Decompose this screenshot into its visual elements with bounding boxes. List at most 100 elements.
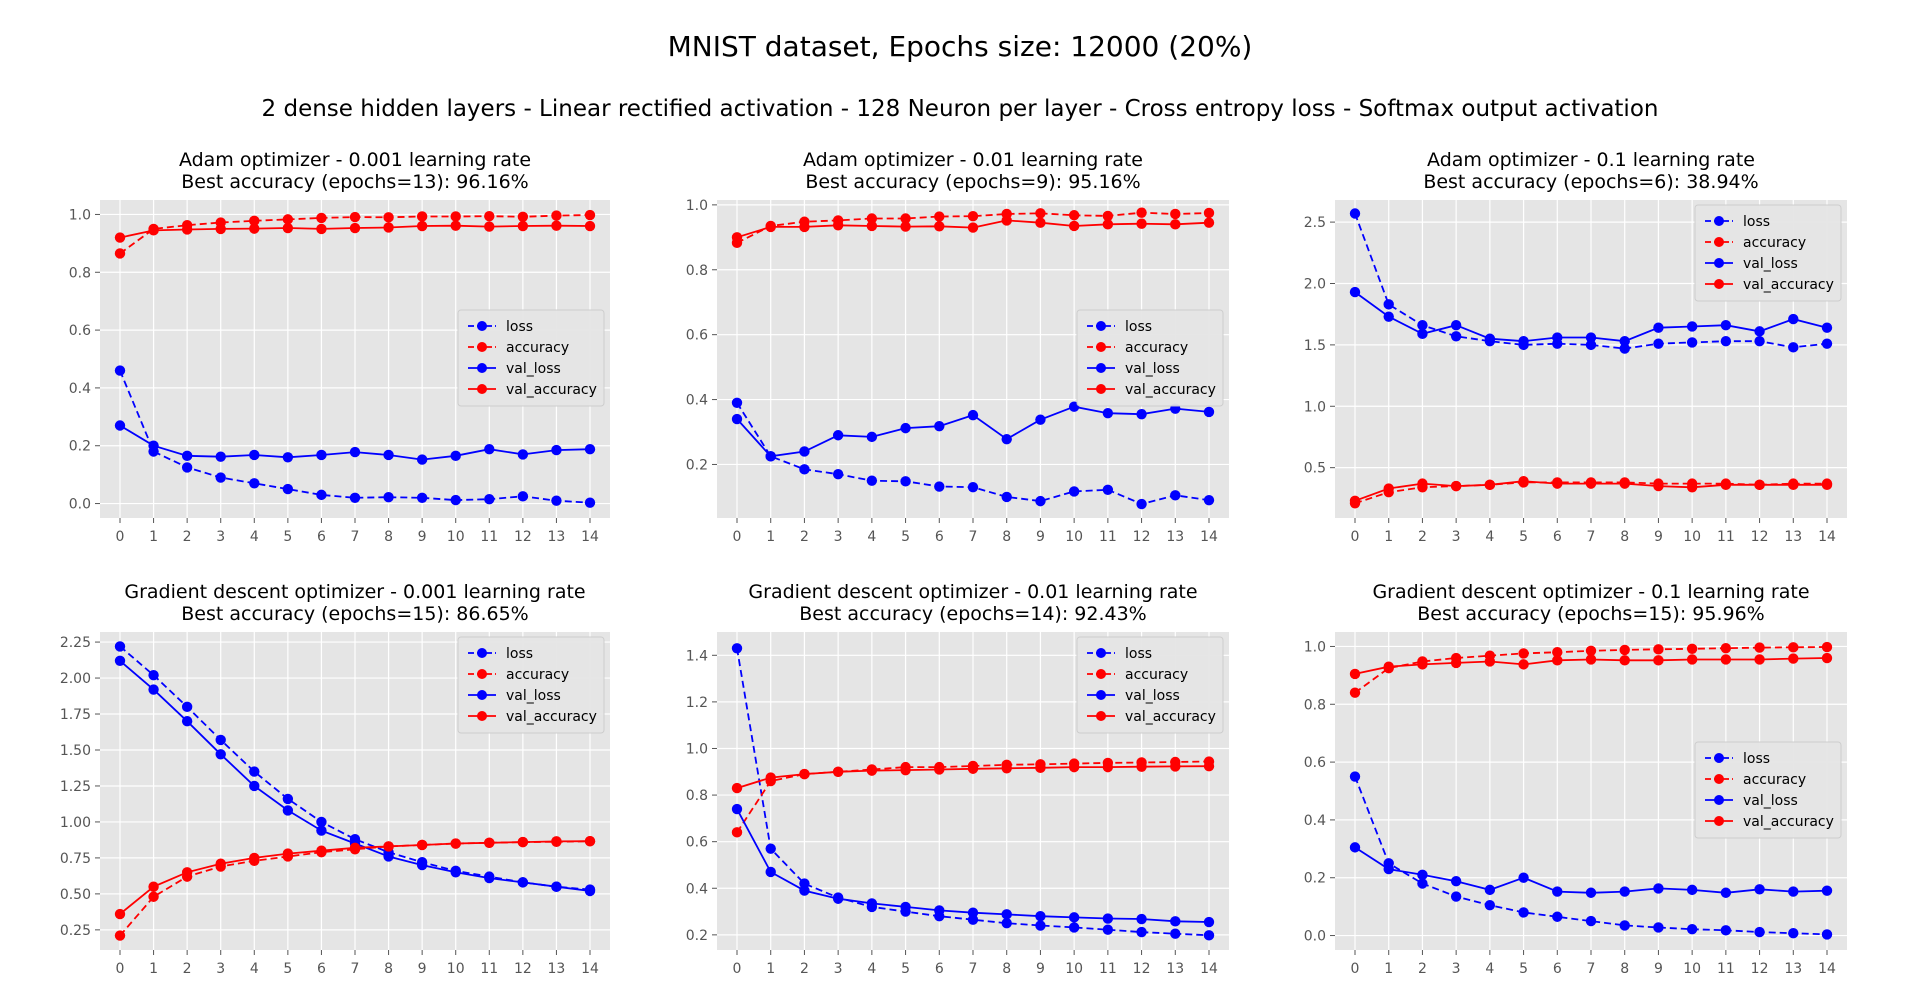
data-point-val_accuracy	[517, 220, 529, 232]
chart-subtitle: Best accuracy (epochs=13): 96.16%	[181, 171, 528, 193]
data-point-loss	[1484, 899, 1496, 911]
y-tick-label: 0.6	[1304, 755, 1326, 771]
x-tick-label: 8	[1620, 961, 1629, 977]
data-point-val_accuracy	[900, 764, 911, 776]
data-point-loss	[1170, 490, 1181, 501]
x-tick-label: 11	[480, 961, 498, 977]
legend-box	[457, 309, 605, 407]
data-point-loss	[832, 468, 844, 480]
data-point-loss	[181, 701, 193, 713]
data-point-val_loss	[450, 867, 461, 878]
legend-marker-val_loss	[1096, 363, 1106, 373]
data-point-loss	[551, 495, 562, 506]
data-point-loss	[1102, 484, 1114, 495]
x-tick-label: 14	[1200, 529, 1218, 545]
data-point-accuracy	[1754, 642, 1765, 653]
data-point-val_accuracy	[484, 221, 495, 232]
x-tick-label: 0	[1351, 529, 1360, 545]
data-point-val_loss	[799, 885, 810, 896]
data-point-val_loss	[1383, 311, 1394, 322]
data-point-val_loss	[1170, 916, 1181, 927]
data-point-loss	[316, 816, 327, 828]
data-point-val_accuracy	[1653, 480, 1664, 492]
data-point-val_accuracy	[148, 881, 159, 892]
data-point-loss	[1102, 924, 1114, 935]
x-tick-label: 3	[834, 961, 843, 977]
y-tick-label: 0.4	[1304, 813, 1326, 829]
chart-panel-1: Adam optimizer - 0.001 learning rateBest…	[69, 149, 610, 545]
data-point-val_loss	[1102, 407, 1114, 419]
legend-marker-loss	[1096, 321, 1106, 331]
legend-label-accuracy: accuracy	[506, 340, 569, 356]
x-tick-label: 9	[418, 961, 427, 977]
legend-label-val_accuracy: val_accuracy	[506, 709, 597, 725]
data-point-loss	[249, 478, 260, 489]
data-point-accuracy	[416, 211, 428, 222]
y-tick-label: 1.0	[686, 741, 708, 757]
x-tick-label: 13	[1784, 529, 1802, 545]
y-tick-label: 1.4	[686, 648, 708, 664]
data-point-accuracy	[1686, 643, 1698, 654]
data-point-val_accuracy	[450, 838, 461, 849]
legend-marker-val_accuracy	[1096, 711, 1106, 721]
data-point-loss	[900, 476, 911, 487]
y-tick-label: 1.5	[1304, 338, 1326, 354]
series-line-accuracy	[736, 211, 1210, 244]
data-point-val_loss	[282, 452, 294, 463]
series-line-accuracy	[1354, 481, 1827, 505]
x-tick-label: 5	[283, 961, 292, 977]
x-tick-label: 3	[1452, 961, 1461, 977]
x-tick-label: 6	[317, 961, 326, 977]
x-tick-label: 12	[1751, 529, 1769, 545]
x-tick-label: 12	[514, 961, 532, 977]
legend-marker-accuracy	[477, 669, 487, 679]
x-tick-label: 7	[351, 961, 360, 977]
data-point-val_accuracy	[1417, 659, 1428, 670]
data-point-val_accuracy	[799, 221, 810, 233]
data-point-val_accuracy	[1484, 479, 1496, 491]
legend-label-val_loss: val_loss	[506, 688, 561, 704]
data-point-val_accuracy	[1136, 218, 1147, 229]
y-tick-label: 0.6	[686, 328, 708, 344]
data-point-loss	[1686, 337, 1698, 348]
data-point-val_accuracy	[1203, 217, 1215, 228]
data-point-loss	[866, 475, 878, 486]
x-tick-label: 7	[969, 961, 978, 977]
x-tick-label: 2	[183, 961, 192, 977]
data-point-val_loss	[1417, 869, 1428, 881]
data-point-loss	[383, 491, 394, 503]
data-point-loss	[114, 365, 126, 376]
data-point-val_accuracy	[1686, 654, 1698, 665]
data-point-loss	[731, 397, 743, 409]
data-point-val_accuracy	[866, 765, 878, 776]
data-point-loss	[1001, 491, 1012, 503]
x-tick-label: 6	[935, 529, 944, 545]
x-tick-label: 3	[1452, 529, 1461, 545]
series-line-loss	[119, 370, 591, 504]
x-tick-label: 11	[1717, 529, 1735, 545]
legend-marker-val_accuracy	[1714, 816, 1724, 826]
data-point-val_loss	[1552, 332, 1563, 343]
data-point-val_loss	[1720, 887, 1732, 898]
data-point-loss	[1349, 208, 1361, 219]
data-point-val_accuracy	[1552, 478, 1563, 489]
legend-marker-loss	[477, 648, 487, 658]
data-point-val_loss	[584, 443, 596, 455]
chart-panel-4: Gradient descent optimizer - 0.001 learn…	[60, 581, 610, 977]
data-point-val_accuracy	[1552, 655, 1563, 666]
data-point-val_accuracy	[1417, 478, 1428, 489]
x-tick-label: 4	[867, 961, 876, 977]
data-point-val_accuracy	[1170, 761, 1181, 772]
data-point-val_accuracy	[1035, 217, 1046, 228]
x-tick-label: 11	[1099, 961, 1117, 977]
data-point-loss	[148, 669, 159, 681]
data-point-val_accuracy	[1754, 654, 1765, 665]
legend-label-accuracy: accuracy	[506, 667, 569, 683]
data-point-loss	[517, 491, 529, 502]
x-tick-label: 3	[216, 529, 225, 545]
y-tick-label: 1.25	[60, 779, 91, 795]
data-point-accuracy	[731, 827, 743, 838]
data-point-loss	[1203, 930, 1215, 941]
x-tick-label: 6	[935, 961, 944, 977]
